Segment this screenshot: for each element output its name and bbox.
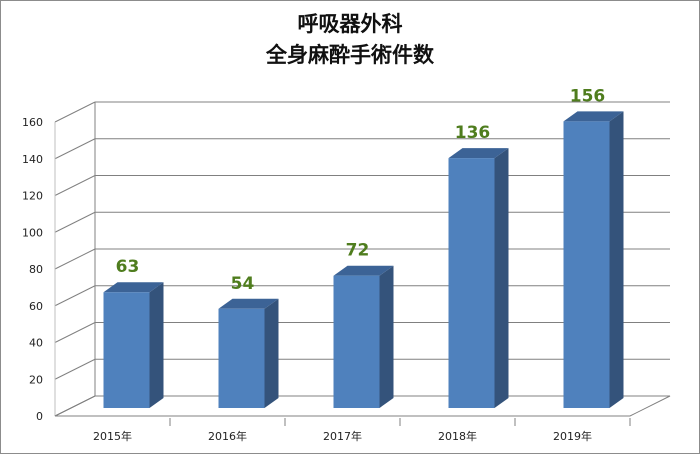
chart-floor <box>54 395 671 417</box>
bar-top <box>563 111 624 122</box>
y-tick-label: 40 <box>29 337 43 350</box>
chart-title: 呼吸器外科 全身麻酔手術件数 <box>1 9 699 71</box>
bar-front <box>563 121 610 408</box>
data-label: 156 <box>570 86 606 106</box>
gridline-diagonal <box>54 248 96 270</box>
bar-side <box>494 148 509 408</box>
bar-top <box>333 265 394 276</box>
gridline-diagonal <box>54 358 96 380</box>
bar-front <box>448 158 495 408</box>
bar-side <box>149 282 164 408</box>
data-label: 63 <box>116 257 140 277</box>
chart-axes <box>54 102 671 426</box>
data-label: 72 <box>346 241 370 261</box>
bar-2018年 <box>448 148 509 408</box>
bar-front <box>333 275 380 408</box>
bar-2017年 <box>333 265 394 408</box>
bar-2016年 <box>218 298 279 408</box>
bar-top <box>448 148 509 159</box>
data-label: 54 <box>231 274 255 294</box>
gridline-diagonal <box>54 138 96 160</box>
bar-2015年 <box>103 282 164 408</box>
y-tick-label: 20 <box>29 373 43 386</box>
y-tick-label: 140 <box>22 153 43 166</box>
y-tick-label: 0 <box>36 410 43 423</box>
y-tick-label: 80 <box>29 263 43 276</box>
y-tick-label: 160 <box>22 116 43 129</box>
x-tick-label: 2019年 <box>553 429 592 443</box>
bar-side <box>609 111 624 408</box>
y-tick-label: 60 <box>29 300 43 313</box>
x-tick-label: 2016年 <box>208 429 247 443</box>
bar-top <box>218 298 279 309</box>
chart-title-line-2: 全身麻酔手術件数 <box>266 43 434 67</box>
bar-front <box>103 292 150 408</box>
gridline-diagonal <box>54 101 96 123</box>
bar-side <box>264 298 279 408</box>
gridline-diagonal <box>54 322 96 343</box>
y-tick-label: 120 <box>22 190 43 203</box>
chart-bars <box>103 111 624 408</box>
gridline-diagonal <box>54 285 96 307</box>
x-tick-label: 2017年 <box>323 429 362 443</box>
bar-front <box>218 308 265 408</box>
chart-title-line-1: 呼吸器外科 <box>297 12 403 36</box>
x-tick-label: 2018年 <box>438 429 477 443</box>
bar-2019年 <box>563 111 624 408</box>
y-tick-label: 100 <box>22 226 43 239</box>
gridline-diagonal <box>54 211 96 233</box>
chart-labels: 0 20 40 60 80 100 120 140 160 63 2015年 54 2016年 72 201… <box>22 86 605 443</box>
x-tick-label: 2015年 <box>93 429 132 443</box>
bar-side <box>379 265 394 408</box>
data-label: 136 <box>455 123 491 143</box>
bar-top <box>103 282 164 293</box>
gridline-diagonal <box>54 175 96 196</box>
